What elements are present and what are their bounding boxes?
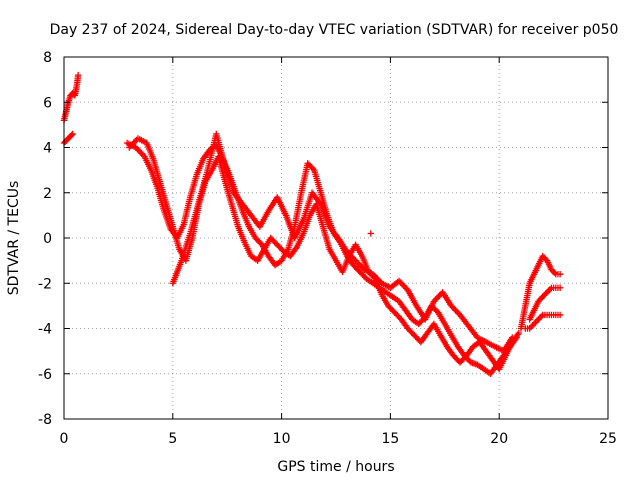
x-axis-label: GPS time / hours (277, 459, 394, 475)
y-tick-label: 6 (43, 95, 52, 111)
series-late-tracks (517, 252, 564, 332)
y-tick-label: -8 (38, 412, 52, 428)
data-point (397, 279, 404, 286)
data-point (433, 308, 441, 315)
data-point (451, 305, 458, 313)
y-tick-label: 4 (43, 141, 52, 157)
data-point (433, 295, 441, 302)
data-point (309, 165, 317, 172)
y-axis-label: SDTVAR / TECUs (6, 181, 22, 296)
series-early-upper (60, 71, 82, 124)
x-tick-label: 10 (273, 431, 291, 447)
data-point (453, 308, 461, 316)
data-point (556, 311, 564, 319)
data-point (452, 307, 459, 314)
data-point (138, 150, 145, 157)
series-stray (367, 230, 375, 237)
x-tick-label: 20 (490, 431, 508, 447)
data-point (136, 148, 144, 156)
data-points (60, 71, 564, 377)
chart-title: Day 237 of 2024, Sidereal Day-to-day VTE… (50, 22, 619, 38)
data-point (533, 317, 541, 325)
data-point (542, 290, 549, 298)
data-point (551, 269, 558, 276)
data-point (546, 286, 554, 293)
data-point (367, 230, 375, 237)
y-tick-label: -6 (38, 367, 52, 383)
data-point (401, 283, 409, 291)
data-point (539, 293, 546, 301)
data-point (538, 313, 545, 320)
x-tick-label: 5 (168, 431, 177, 447)
data-point (530, 320, 538, 328)
data-point (74, 71, 82, 79)
data-point (543, 289, 551, 296)
data-point (535, 316, 542, 323)
data-point (536, 314, 544, 322)
data-point (68, 131, 75, 139)
data-point (556, 284, 564, 291)
series-track-c (169, 130, 516, 355)
x-tick-label: 25 (599, 431, 617, 447)
series-late-mid (526, 284, 564, 323)
data-point (515, 329, 522, 337)
series-late-low (522, 311, 564, 332)
x-tick-label: 15 (381, 431, 399, 447)
data-point (538, 295, 545, 302)
y-tick-label: 0 (43, 231, 52, 247)
data-point (529, 322, 536, 329)
y-tick-label: -4 (38, 322, 52, 338)
data-point (509, 334, 516, 341)
x-tick-label: 0 (60, 431, 69, 447)
data-point (135, 147, 142, 154)
data-point (527, 323, 535, 331)
data-point (532, 319, 539, 326)
series-early-lower (60, 130, 76, 147)
y-tick-label: -2 (38, 276, 52, 292)
data-point (257, 240, 264, 247)
data-point (69, 130, 76, 138)
data-point (556, 271, 564, 278)
y-tick-label: 8 (43, 50, 52, 66)
data-point (400, 282, 407, 289)
y-tick-label: 2 (43, 186, 52, 202)
data-point (545, 287, 552, 294)
data-point (540, 292, 548, 299)
